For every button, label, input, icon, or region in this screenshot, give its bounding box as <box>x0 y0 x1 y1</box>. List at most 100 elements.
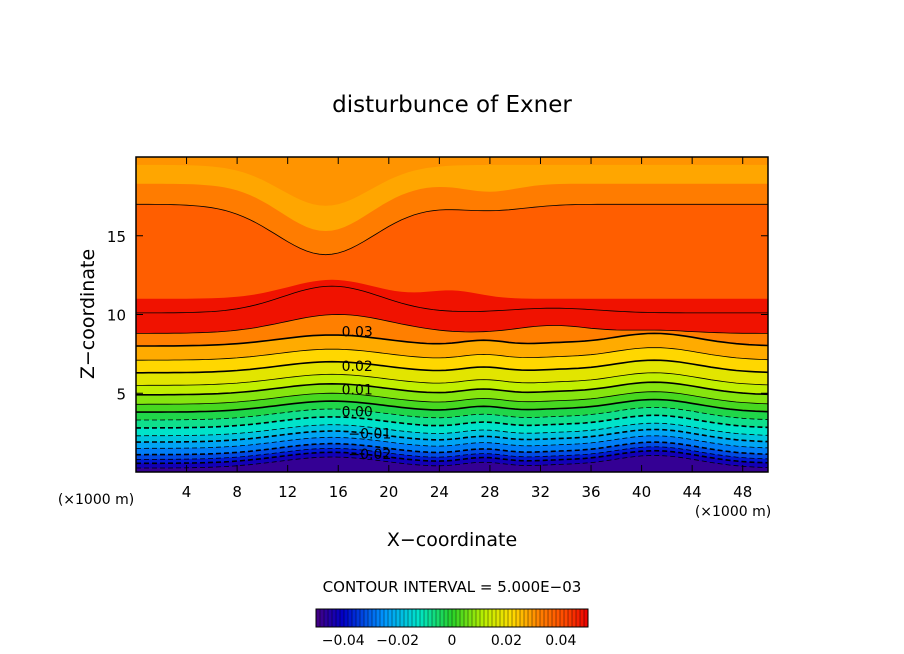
colorbar-swatch <box>496 609 501 627</box>
colorbar-swatch <box>528 609 533 627</box>
contour-line <box>136 381 768 396</box>
contour-band <box>136 455 768 472</box>
contour-line <box>136 422 768 437</box>
x-axis: 4 8 12 16 20 24 28 32 36 40 44 48 <box>182 157 752 501</box>
x-axis-unit: (×1000 m) <box>695 504 771 520</box>
x-tick-label: 4 <box>182 483 192 501</box>
colorbar-swatch <box>540 609 545 627</box>
colorbar-swatch <box>364 609 369 627</box>
contour-label: 0.03 <box>342 324 373 340</box>
colorbar-swatch <box>380 609 385 627</box>
contour-interval-label: CONTOUR INTERVAL = 5.000E−03 <box>323 578 582 596</box>
colorbar-swatch <box>512 609 517 627</box>
x-tick-label: 24 <box>430 483 449 501</box>
colorbar-swatch <box>552 609 557 627</box>
y-axis-unit: (×1000 m) <box>58 492 134 508</box>
colorbar-swatch <box>548 609 553 627</box>
colorbar-swatch <box>404 609 409 627</box>
contour-lines <box>136 203 768 469</box>
colorbar-swatch <box>464 609 469 627</box>
colorbar-swatch <box>576 609 581 627</box>
colorbar-swatch <box>396 609 401 627</box>
colorbar-swatch <box>584 609 589 627</box>
colorbar-frame <box>315 608 589 628</box>
colorbar-swatch <box>580 609 585 627</box>
colorbar-swatch <box>392 609 397 627</box>
colorbar-swatch <box>544 609 549 627</box>
contour-line <box>136 441 768 456</box>
x-tick-label: 40 <box>632 483 651 501</box>
contour-label: 0.00 <box>342 405 373 421</box>
x-tick-label: 48 <box>733 483 752 501</box>
colorbar-ticks: −0.04 −0.02 0 0.02 0.04 <box>322 633 577 649</box>
colorbar-swatch <box>416 609 421 627</box>
colorbar-swatch <box>556 609 561 627</box>
contour-line <box>136 359 768 374</box>
contour-labels: 0.03 0.02 0.01 0.00 −0.01 −0.02 <box>342 324 392 463</box>
colorbar-swatch <box>500 609 505 627</box>
y-axis-label: Z−coordinate <box>77 249 99 379</box>
colorbar-swatch <box>444 609 449 627</box>
y-tick-label: 15 <box>107 228 126 246</box>
contour-label: 0.01 <box>342 383 373 399</box>
x-axis-label: X−coordinate <box>387 529 517 551</box>
contour-line <box>136 428 768 443</box>
colorbar-tick-label: −0.02 <box>376 633 419 649</box>
colorbar-swatch <box>508 609 513 627</box>
colorbar-swatch <box>376 609 381 627</box>
colorbar-swatch <box>424 609 429 627</box>
contour-line <box>136 446 768 460</box>
colorbar-swatch <box>460 609 465 627</box>
x-tick-label: 20 <box>379 483 398 501</box>
colorbar-swatch <box>328 609 333 627</box>
colorbar-swatch <box>408 609 413 627</box>
contour-line <box>136 406 768 421</box>
colorbar-swatch <box>368 609 373 627</box>
colorbar-swatch <box>384 609 389 627</box>
colorbar-swatch <box>520 609 525 627</box>
colorbar-tick-label: 0.04 <box>545 633 576 649</box>
colorbar-tick-label: 0.02 <box>491 633 522 649</box>
x-tick-label: 32 <box>531 483 550 501</box>
colorbar-swatch <box>316 609 321 627</box>
colorbar-swatch <box>448 609 453 627</box>
colorbar-swatch <box>420 609 425 627</box>
contour-fills <box>136 157 768 472</box>
colorbar-swatch <box>336 609 341 627</box>
contour-line <box>136 332 768 347</box>
colorbar-swatch <box>504 609 509 627</box>
colorbar-swatch <box>412 609 417 627</box>
colorbar-swatch <box>440 609 445 627</box>
colorbar-swatch <box>344 609 349 627</box>
x-tick-label: 36 <box>581 483 600 501</box>
contour-label: −0.02 <box>348 447 391 463</box>
colorbar-swatch <box>568 609 573 627</box>
colorbar-swatch <box>516 609 521 627</box>
x-tick-label: 12 <box>278 483 297 501</box>
y-axis: 5 10 15 <box>107 228 768 403</box>
colorbar-swatch <box>360 609 365 627</box>
colorbar-swatch <box>468 609 473 627</box>
contour-label: −0.01 <box>348 427 391 443</box>
y-tick-label: 5 <box>116 385 126 403</box>
contour-line <box>136 449 768 465</box>
colorbar-swatch <box>340 609 345 627</box>
colorbar-swatch <box>532 609 537 627</box>
colorbar-swatch <box>536 609 541 627</box>
colorbar-swatch <box>356 609 361 627</box>
y-tick-label: 10 <box>107 307 126 325</box>
x-tick-label: 28 <box>480 483 499 501</box>
colorbar-swatch <box>476 609 481 627</box>
chart-title: disturbunce of Exner <box>332 92 572 118</box>
colorbar-swatch <box>564 609 569 627</box>
colorbar-swatch <box>388 609 393 627</box>
colorbar-swatch <box>488 609 493 627</box>
colorbar-swatch <box>524 609 529 627</box>
colorbar-swatch <box>492 609 497 627</box>
colorbar-swatch <box>572 609 577 627</box>
contour-label: 0.02 <box>342 359 373 375</box>
colorbar-swatch <box>324 609 329 627</box>
colorbar-swatch <box>348 609 353 627</box>
contour-plot: 0.03 0.02 0.01 0.00 −0.01 −0.02 <box>136 157 768 472</box>
